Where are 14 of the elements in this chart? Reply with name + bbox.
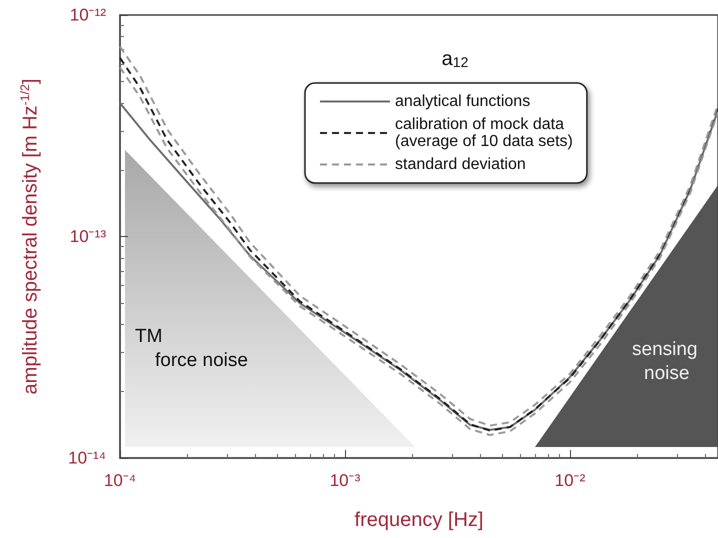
x-axis-title: frequency [Hz] xyxy=(354,509,484,531)
y-tick-label: 10⁻¹⁴ xyxy=(68,448,106,468)
x-tick-label: 10⁻³ xyxy=(330,471,361,490)
annotation: TM force noise xyxy=(135,325,248,373)
legend-label: standard deviation xyxy=(395,156,526,173)
y-tick-label: 10⁻¹² xyxy=(70,6,106,24)
y-tick-label: 10⁻¹³ xyxy=(70,227,106,246)
y-axis-title: amplitude spectral density [m Hz-1/2] xyxy=(18,78,42,394)
text: a12 xyxy=(442,48,469,70)
legend-label: analytical functions xyxy=(395,93,530,110)
annotation: sensing noise xyxy=(632,338,698,386)
legend-label: calibration of mock data (average of 10 data sets) xyxy=(395,116,573,150)
x-tick-label: 10⁻⁴ xyxy=(104,471,136,490)
x-tick-label: 10⁻² xyxy=(554,471,586,490)
